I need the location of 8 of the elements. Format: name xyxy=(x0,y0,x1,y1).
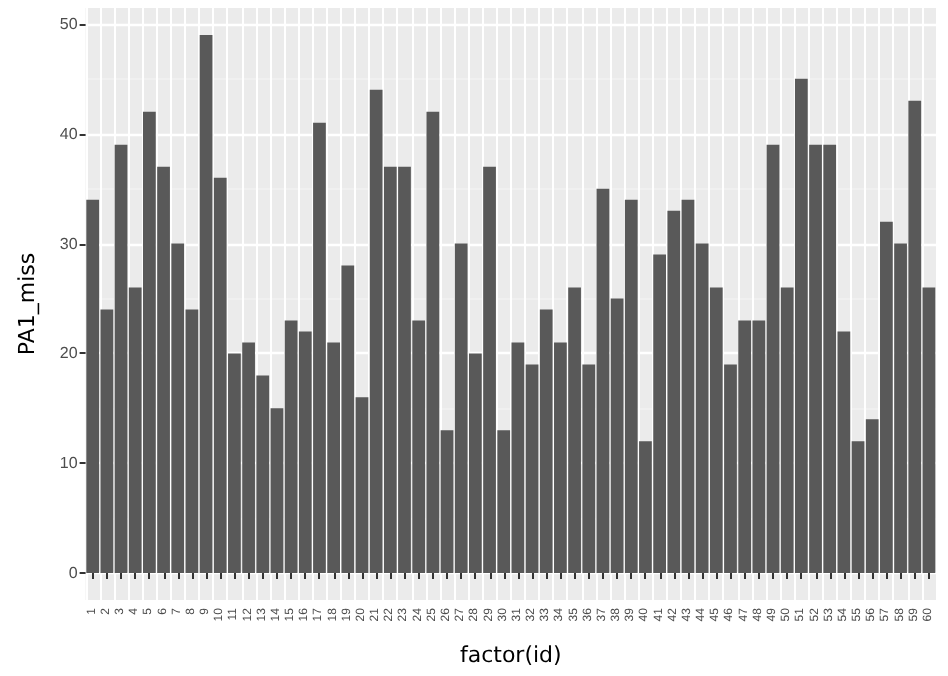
x-axis-title: factor(id) xyxy=(459,642,562,668)
y-tick-label: 30 xyxy=(59,234,79,253)
y-tick-label: 40 xyxy=(59,124,79,143)
y-tick-label: 20 xyxy=(59,344,79,363)
y-tick-label: 0 xyxy=(68,564,79,583)
y-tick-label: 10 xyxy=(59,454,79,473)
y-axis-title: PA1_miss xyxy=(14,252,40,356)
y-tick-label: 50 xyxy=(59,14,79,33)
